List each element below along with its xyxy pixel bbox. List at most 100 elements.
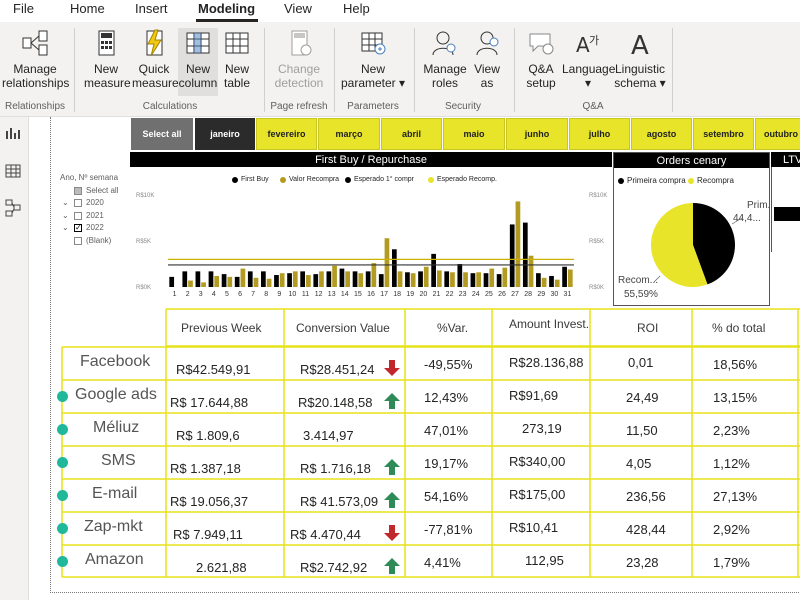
menu-file[interactable]: File [13, 1, 34, 16]
bar-recompra[interactable] [528, 255, 534, 287]
menu-help[interactable]: Help [343, 1, 370, 16]
bar-first-buy[interactable] [496, 274, 502, 287]
checkbox[interactable]: ✓ [74, 222, 82, 232]
year-slicer-item[interactable]: ⌄ ✓ 2022 [62, 223, 104, 232]
data-view-icon[interactable] [5, 163, 21, 179]
checkbox[interactable] [74, 198, 82, 207]
bar-first-buy[interactable] [457, 264, 463, 287]
bar-recompra[interactable] [502, 267, 508, 287]
bar-recompra[interactable] [489, 268, 495, 287]
bar-recompra[interactable] [240, 268, 246, 287]
bar-first-buy[interactable] [522, 222, 528, 287]
bar-recompra[interactable] [253, 277, 259, 287]
bar-recompra[interactable] [306, 275, 311, 287]
bar-first-buy[interactable] [352, 271, 358, 287]
model-view-icon[interactable] [5, 199, 21, 217]
bar-recompra[interactable] [463, 272, 468, 287]
bar-first-buy[interactable] [221, 274, 227, 287]
menu-insert[interactable]: Insert [135, 1, 168, 16]
bar-first-buy[interactable] [300, 271, 306, 287]
bar-first-buy[interactable] [287, 273, 292, 287]
bar-recompra[interactable] [266, 278, 272, 287]
bar-recompra[interactable] [384, 238, 390, 287]
quick-measure-button[interactable]: Quick measure [132, 28, 179, 90]
bar-first-buy[interactable] [509, 224, 515, 287]
bar-first-buy[interactable] [274, 275, 279, 287]
linguistic-schema-button[interactable]: A Linguistic schema ▾ [614, 28, 666, 90]
bar-first-buy[interactable] [470, 273, 476, 287]
bar-recompra[interactable] [476, 272, 481, 287]
bar-first-buy[interactable] [562, 266, 567, 287]
bar-recompra[interactable] [292, 271, 298, 287]
bar-first-buy[interactable] [391, 249, 397, 287]
view-as-button[interactable]: View as [470, 28, 504, 90]
new-measure-button[interactable]: New measure [84, 28, 131, 90]
menu-home[interactable]: Home [70, 1, 105, 16]
month-tile-6[interactable]: junho [506, 118, 568, 150]
new-column-button[interactable]: New column [178, 28, 218, 96]
month-tile-1[interactable]: janeiro [195, 118, 255, 150]
bar-first-buy[interactable] [326, 271, 332, 287]
month-tile-10[interactable]: outubro [755, 118, 800, 150]
bar-first-buy[interactable] [234, 276, 240, 287]
bar-recompra[interactable] [279, 273, 285, 287]
bar-first-buy[interactable] [418, 271, 423, 287]
month-tile-4[interactable]: abril [381, 118, 442, 150]
bar-recompra[interactable] [450, 272, 455, 287]
bar-first-buy[interactable] [339, 268, 345, 287]
bar-recompra[interactable] [227, 276, 233, 287]
bar-recompra[interactable] [410, 273, 416, 287]
month-tile-9[interactable]: setembro [693, 118, 754, 150]
month-tile-7[interactable]: julho [569, 118, 630, 150]
bar-first-buy[interactable] [313, 274, 319, 287]
bar-recompra[interactable] [397, 271, 403, 287]
bar-first-buy[interactable] [549, 275, 554, 287]
month-tile-8[interactable]: agosto [631, 118, 692, 150]
report-view-icon[interactable] [5, 125, 21, 141]
bar-first-buy[interactable] [208, 271, 214, 287]
bar-recompra[interactable] [371, 263, 377, 287]
bar-first-buy[interactable] [182, 271, 188, 287]
bar-recompra[interactable] [332, 265, 337, 287]
year-slicer-item[interactable]: ⌄ 2021 [62, 211, 104, 220]
pie-slice[interactable] [651, 203, 708, 287]
month-tile-2[interactable]: fevereiro [256, 118, 317, 150]
new-parameter-button[interactable]: New parameter ▾ [338, 28, 408, 90]
bar-first-buy[interactable] [483, 273, 489, 287]
bar-first-buy[interactable] [405, 272, 410, 287]
month-tile-0[interactable]: Select all [131, 118, 193, 150]
bar-first-buy[interactable] [195, 271, 201, 287]
bar-recompra[interactable] [541, 277, 547, 287]
year-slicer-item[interactable]: Select all [62, 186, 118, 195]
menu-view[interactable]: View [284, 1, 312, 16]
bar-first-buy[interactable] [536, 273, 541, 287]
bar-recompra[interactable] [423, 266, 429, 287]
bar-first-buy[interactable] [378, 274, 384, 287]
bar-first-buy[interactable] [365, 271, 371, 287]
bar-first-buy[interactable] [444, 271, 450, 287]
new-table-button[interactable]: New table [220, 28, 254, 90]
bar-first-buy[interactable] [431, 253, 436, 287]
month-tile-3[interactable]: março [318, 118, 380, 150]
manage-roles-button[interactable]: Manage roles [420, 28, 470, 90]
bar-first-buy[interactable] [261, 271, 266, 287]
bar-recompra[interactable] [567, 269, 573, 287]
bar-recompra[interactable] [436, 270, 442, 287]
qa-setup-button[interactable]: Q&A setup [520, 28, 562, 90]
bar-recompra[interactable] [358, 273, 364, 287]
bar-recompra[interactable] [188, 280, 193, 287]
bar-recompra[interactable] [345, 271, 351, 287]
bar-first-buy[interactable] [169, 276, 175, 287]
bar-recompra[interactable] [319, 271, 324, 287]
bar-recompra[interactable] [554, 279, 560, 287]
checkbox[interactable] [74, 211, 82, 220]
manage-relationships-button[interactable]: Manage relationships [2, 28, 69, 90]
year-slicer-item[interactable]: (Blank) [62, 236, 111, 245]
bar-first-buy[interactable] [247, 271, 253, 287]
bar-recompra[interactable] [201, 282, 206, 287]
month-tile-5[interactable]: maio [443, 118, 505, 150]
year-slicer-item[interactable]: ⌄ 2020 [62, 198, 104, 207]
bar-recompra[interactable] [515, 201, 521, 287]
pie-slice[interactable] [693, 203, 735, 285]
menu-modeling[interactable]: Modeling [198, 1, 256, 16]
